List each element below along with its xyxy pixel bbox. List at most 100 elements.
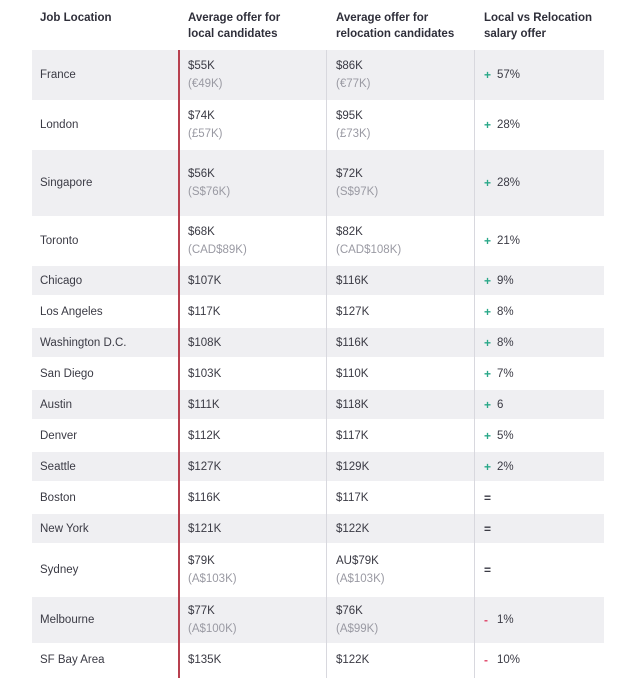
difference-value: +8% (484, 334, 604, 352)
local-offer-usd: $108K (188, 336, 222, 349)
location-text: Denver (40, 429, 78, 442)
cell-local-offer: $116K (188, 483, 328, 512)
cell-difference: -10% (484, 645, 604, 675)
relocation-offer-local-currency: (S$97K) (336, 186, 379, 198)
local-offer-usd: $121K (188, 522, 222, 535)
relocation-offer-usd: $129K (336, 460, 370, 473)
plus-sign-icon: + (484, 273, 492, 288)
difference-value: +21% (484, 232, 604, 250)
table-row: SF Bay Area $135K $122K -10% (32, 645, 604, 677)
cell-local-offer: $111K (188, 390, 328, 419)
cell-location: Denver (40, 421, 180, 450)
relocation-offer-usd: $76K (336, 605, 363, 617)
minus-sign-icon: - (484, 613, 488, 627)
relocation-offer-usd: $72K (336, 168, 363, 180)
table-row: Washington D.C. $108K $116K +8% (32, 328, 604, 359)
difference-percent: 28% (497, 119, 521, 131)
plus-sign-icon: + (484, 234, 492, 248)
plus-sign-icon: + (484, 68, 492, 82)
cell-location: Washington D.C. (40, 328, 180, 357)
location-text: Chicago (40, 274, 83, 287)
relocation-offer-usd: $95K (336, 110, 363, 122)
relocation-offer-usd: $118K (336, 398, 369, 411)
location-text: Boston (40, 491, 76, 504)
location-text: Singapore (40, 177, 93, 189)
cell-local-offer: $74K (£57K) (188, 102, 328, 148)
location-text: Toronto (40, 235, 79, 247)
relocation-offer-local-currency: (CAD$108K) (336, 244, 402, 256)
table-row: Denver $112K $117K +5% (32, 421, 604, 452)
location-text: Seattle (40, 460, 76, 473)
difference-percent: 1% (497, 614, 514, 626)
cell-relocation-offer: $82K (CAD$108K) (336, 218, 476, 264)
table-row: Sydney $79K (A$103K) AU$79K (A$103K) = (32, 545, 604, 597)
difference-value: +6 (484, 396, 604, 414)
cell-location: Sydney (40, 545, 180, 595)
cell-difference: +2% (484, 452, 604, 481)
local-offer-usd: $103K (188, 367, 222, 380)
difference-percent: 5% (497, 429, 514, 442)
cell-difference: +9% (484, 266, 604, 295)
difference-value: +8% (484, 303, 604, 321)
local-offer-local-currency: (A$103K) (188, 573, 237, 585)
local-offer-usd: $112K (188, 429, 221, 442)
column-divider (474, 50, 475, 678)
cell-local-offer: $68K (CAD$89K) (188, 218, 328, 264)
cell-relocation-offer: $116K (336, 266, 476, 295)
cell-local-offer: $107K (188, 266, 328, 295)
table-body: France $55K (€49K) $86K (€77K) +57% London $74K… (32, 50, 604, 677)
table-row: Boston $116K $117K = (32, 483, 604, 514)
plus-sign-icon: + (484, 459, 492, 474)
difference-value: -10% (484, 651, 604, 669)
cell-relocation-offer: AU$79K (A$103K) (336, 545, 476, 595)
local-offer-local-currency: (£57K) (188, 128, 223, 140)
header-job-location: Job Location (40, 12, 112, 24)
cell-local-offer: $103K (188, 359, 328, 388)
cell-local-offer: $108K (188, 328, 328, 357)
local-offer-usd: $68K (188, 226, 215, 238)
table-row: Toronto $68K (CAD$89K) $82K (CAD$108K) +21% (32, 218, 604, 266)
table-row: Austin $111K $118K +6 (32, 390, 604, 421)
local-offer-local-currency: (€49K) (188, 78, 223, 90)
cell-location: Los Angeles (40, 297, 180, 326)
table-row: Chicago $107K $116K +9% (32, 266, 604, 297)
plus-sign-icon: + (484, 304, 492, 319)
cell-difference: +5% (484, 421, 604, 450)
cell-location: Austin (40, 390, 180, 419)
difference-value: +2% (484, 458, 604, 476)
location-text: Melbourne (40, 614, 95, 626)
cell-relocation-offer: $122K (336, 645, 476, 675)
cell-relocation-offer: $129K (336, 452, 476, 481)
cell-relocation-offer: $122K (336, 514, 476, 543)
local-offer-local-currency: (S$76K) (188, 186, 231, 198)
table-row: New York $121K $122K = (32, 514, 604, 545)
difference-percent: 28% (497, 177, 521, 189)
cell-difference: = (484, 514, 604, 543)
cell-relocation-offer: $117K (336, 483, 476, 512)
local-offer-usd: $79K (188, 555, 215, 567)
cell-relocation-offer: $95K (£73K) (336, 102, 476, 148)
cell-location: Toronto (40, 218, 180, 264)
difference-value: +7% (484, 365, 604, 383)
relocation-offer-usd: $117K (336, 429, 369, 442)
relocation-offer-usd: $86K (336, 60, 363, 72)
location-text: London (40, 119, 79, 131)
local-offer-usd: $55K (188, 60, 215, 72)
local-offer-usd: $135K (188, 654, 222, 666)
cell-difference: = (484, 545, 604, 595)
cell-location: New York (40, 514, 180, 543)
difference-value: = (484, 520, 604, 538)
cell-local-offer: $56K (S$76K) (188, 150, 328, 216)
difference-value: +5% (484, 427, 604, 445)
cell-local-offer: $77K (A$100K) (188, 597, 328, 643)
difference-percent: 6 (497, 398, 504, 411)
cell-location: San Diego (40, 359, 180, 388)
cell-difference: +6 (484, 390, 604, 419)
relocation-offer-local-currency: (€77K) (336, 78, 371, 90)
local-offer-usd: $117K (188, 305, 221, 318)
cell-difference: = (484, 483, 604, 512)
equals-sign-icon: = (484, 490, 492, 505)
difference-value: +28% (484, 174, 604, 192)
difference-percent: 9% (497, 274, 514, 287)
